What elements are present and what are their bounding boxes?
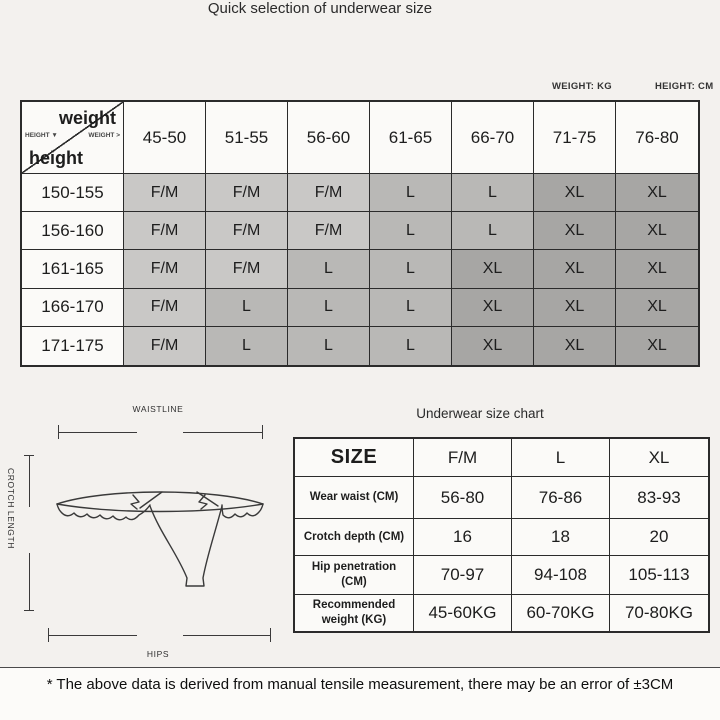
size-cell: XL (616, 288, 698, 327)
dim-tick (58, 425, 59, 439)
size-chart-row-label: Hip penetration (CM) (295, 556, 414, 595)
size-cell: XL (534, 288, 616, 327)
crotch-dim-line (29, 553, 30, 610)
size-cell: XL (616, 174, 698, 213)
hips-label: HIPS (146, 649, 170, 659)
size-cell: L (288, 326, 370, 365)
size-cell: F/M (124, 288, 206, 327)
footer-note: * The above data is derived from manual … (46, 676, 674, 693)
size-chart-value: 94-108 (512, 556, 610, 595)
size-cell: L (288, 250, 370, 289)
corner-height-label: height (29, 148, 83, 168)
size-chart-header-cell: F/M (414, 439, 512, 477)
height-row-header: 150-155 (22, 174, 124, 213)
size-chart-value: 60-70KG (512, 595, 610, 631)
size-cell: XL (616, 326, 698, 365)
size-chart-value: 18 (512, 519, 610, 556)
size-cell: L (370, 174, 452, 213)
size-cell: XL (452, 250, 534, 289)
size-cell: XL (452, 288, 534, 327)
height-row-header: 156-160 (22, 212, 124, 251)
size-cell: L (452, 174, 534, 213)
size-cell: F/M (206, 212, 288, 251)
size-chart-row-label: Crotch depth (CM) (295, 519, 414, 556)
size-cell: F/M (124, 174, 206, 213)
corner-weight-hint: WEIGHT > (88, 132, 120, 139)
height-row-header: 171-175 (22, 326, 124, 365)
size-cell: F/M (124, 212, 206, 251)
weight-col-header: 45-50 (124, 102, 206, 174)
waistline-dim-line (58, 432, 137, 433)
size-cell: XL (534, 250, 616, 289)
size-chart-row-label: Wear waist (CM) (295, 477, 414, 519)
size-chart-table: SIZE F/M L XL Wear waist (CM) 56-80 76-86 83-93… (293, 437, 710, 633)
size-cell: XL (534, 326, 616, 365)
size-chart-value: 20 (610, 519, 708, 556)
quick-table-title: Quick selection of underwear size (207, 0, 433, 17)
dim-tick (270, 628, 271, 642)
height-row-header: 161-165 (22, 250, 124, 289)
size-cell: L (370, 288, 452, 327)
size-chart-value: 83-93 (610, 477, 708, 519)
size-chart-value: 105-113 (610, 556, 708, 595)
size-cell: XL (616, 250, 698, 289)
height-unit-label: HEIGHT: CM (655, 81, 714, 92)
size-cell: F/M (124, 326, 206, 365)
size-cell: L (370, 212, 452, 251)
size-chart-value: 56-80 (414, 477, 512, 519)
size-chart-header-cell: SIZE (295, 439, 414, 477)
size-chart-title: Underwear size chart (416, 406, 544, 421)
size-chart-value: 76-86 (512, 477, 610, 519)
size-cell: L (288, 288, 370, 327)
crotch-dim-line (29, 455, 30, 507)
dim-tick (48, 628, 49, 642)
size-cell: F/M (288, 212, 370, 251)
waistline-label: WAISTLINE (132, 404, 184, 414)
size-cell: L (370, 250, 452, 289)
dim-tick (24, 455, 34, 456)
waistline-dim-line (183, 432, 262, 433)
hips-dim-line (48, 635, 137, 636)
weight-col-header: 66-70 (452, 102, 534, 174)
corner-weight-label: weight (59, 108, 116, 128)
size-chart-value: 45-60KG (414, 595, 512, 631)
size-cell: F/M (288, 174, 370, 213)
weight-col-header: 51-55 (206, 102, 288, 174)
weight-unit-label: WEIGHT: KG (552, 81, 612, 92)
size-cell: L (206, 288, 288, 327)
size-chart-header-cell: XL (610, 439, 708, 477)
weight-col-header: 71-75 (534, 102, 616, 174)
weight-col-header: 76-80 (616, 102, 698, 174)
size-cell: L (370, 326, 452, 365)
size-cell: F/M (206, 250, 288, 289)
size-cell: XL (534, 174, 616, 213)
footer-divider (0, 667, 720, 720)
quick-selection-table: weight height HEIGHT ▼ WEIGHT > 45-50 51-55 56… (20, 100, 700, 367)
corner-height-hint: HEIGHT ▼ (25, 132, 58, 139)
size-cell: L (452, 212, 534, 251)
weight-height-corner-cell: weight height HEIGHT ▼ WEIGHT > (22, 102, 124, 174)
weight-col-header: 61-65 (370, 102, 452, 174)
crotch-length-label: CROTCH LENGTH (6, 468, 16, 549)
size-chart-value: 70-80KG (624, 603, 694, 622)
thong-outline-drawing (56, 491, 264, 587)
dim-tick (24, 610, 34, 611)
hips-dim-line (183, 635, 270, 636)
size-cell: XL (534, 212, 616, 251)
size-chart-value: 70-97 (414, 556, 512, 595)
size-cell: XL (452, 326, 534, 365)
size-chart-header-cell: L (512, 439, 610, 477)
size-cell: F/M (124, 250, 206, 289)
size-cell: XL (616, 212, 698, 251)
size-cell: L (206, 326, 288, 365)
height-row-header: 166-170 (22, 288, 124, 327)
dim-tick (262, 425, 263, 439)
size-cell: F/M (206, 174, 288, 213)
size-chart-row-label: Recommended weight (KG) (295, 595, 414, 631)
weight-col-header: 56-60 (288, 102, 370, 174)
size-chart-value: 16 (414, 519, 512, 556)
